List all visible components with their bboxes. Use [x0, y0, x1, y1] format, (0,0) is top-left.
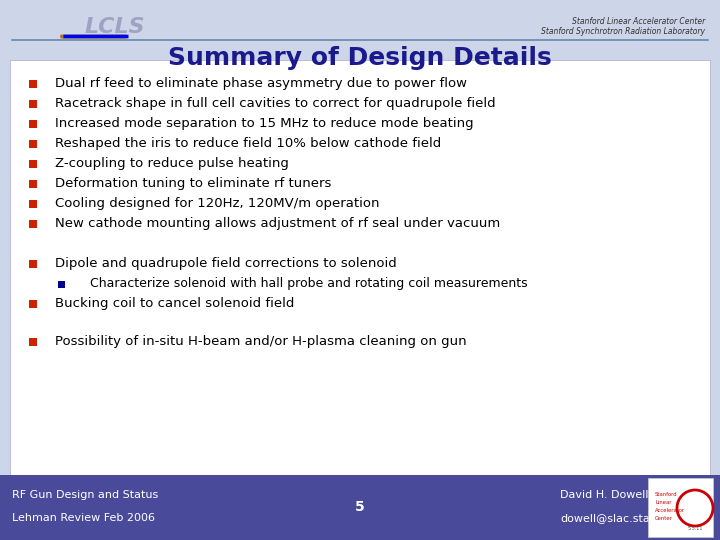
Text: Stanford: Stanford	[655, 492, 678, 497]
Text: Possibility of in-situ H-beam and/or H-plasma cleaning on gun: Possibility of in-situ H-beam and/or H-p…	[55, 335, 467, 348]
Bar	[29, 338, 37, 346]
Text: Z-coupling to reduce pulse heating: Z-coupling to reduce pulse heating	[55, 158, 289, 171]
Bar	[29, 300, 37, 308]
Bar	[29, 200, 37, 208]
Text: Bucking coil to cancel solenoid field: Bucking coil to cancel solenoid field	[55, 298, 294, 310]
Bar	[29, 120, 37, 128]
Bar	[648, 478, 713, 537]
Text: 5: 5	[355, 500, 365, 514]
Text: Summary of Design Details: Summary of Design Details	[168, 46, 552, 70]
Text: RF Gun Design and Status: RF Gun Design and Status	[12, 490, 158, 500]
Bar	[29, 140, 37, 148]
Text: Deformation tuning to eliminate rf tuners: Deformation tuning to eliminate rf tuner…	[55, 178, 331, 191]
Text: Stanford Synchrotron Radiation Laboratory: Stanford Synchrotron Radiation Laborator…	[541, 26, 705, 36]
Text: Center: Center	[655, 516, 673, 522]
Bar	[29, 260, 37, 268]
Text: Racetrack shape in full cell cavities to correct for quadrupole field: Racetrack shape in full cell cavities to…	[55, 98, 495, 111]
Text: LCLS: LCLS	[85, 17, 145, 37]
Text: Increased mode separation to 15 MHz to reduce mode beating: Increased mode separation to 15 MHz to r…	[55, 118, 474, 131]
Text: dowell@slac.stanford.edu: dowell@slac.stanford.edu	[560, 513, 704, 523]
Text: David H. Dowell: David H. Dowell	[560, 490, 649, 500]
Text: Linear: Linear	[655, 501, 672, 505]
Bar	[0, 475, 720, 540]
Bar	[10, 60, 710, 485]
Bar	[58, 280, 65, 287]
Bar	[29, 100, 37, 108]
Text: Cooling designed for 120Hz, 120MV/m operation: Cooling designed for 120Hz, 120MV/m oper…	[55, 198, 379, 211]
Bar	[29, 160, 37, 168]
Text: Dipole and quadrupole field corrections to solenoid: Dipole and quadrupole field corrections …	[55, 258, 397, 271]
Bar	[29, 220, 37, 228]
Bar	[29, 180, 37, 188]
Text: Reshaped the iris to reduce field 10% below cathode field: Reshaped the iris to reduce field 10% be…	[55, 138, 441, 151]
Text: Characterize solenoid with hall probe and rotating coil measurements: Characterize solenoid with hall probe an…	[90, 278, 528, 291]
Text: New cathode mounting allows adjustment of rf seal under vacuum: New cathode mounting allows adjustment o…	[55, 218, 500, 231]
Text: Dual rf feed to eliminate phase asymmetry due to power flow: Dual rf feed to eliminate phase asymmetr…	[55, 78, 467, 91]
Text: 5.5.11: 5.5.11	[688, 526, 703, 531]
Text: Stanford Linear Accelerator Center: Stanford Linear Accelerator Center	[572, 17, 705, 25]
Bar	[29, 80, 37, 88]
Text: Accelerator: Accelerator	[655, 509, 685, 514]
Text: Lehman Review Feb 2006: Lehman Review Feb 2006	[12, 513, 155, 523]
